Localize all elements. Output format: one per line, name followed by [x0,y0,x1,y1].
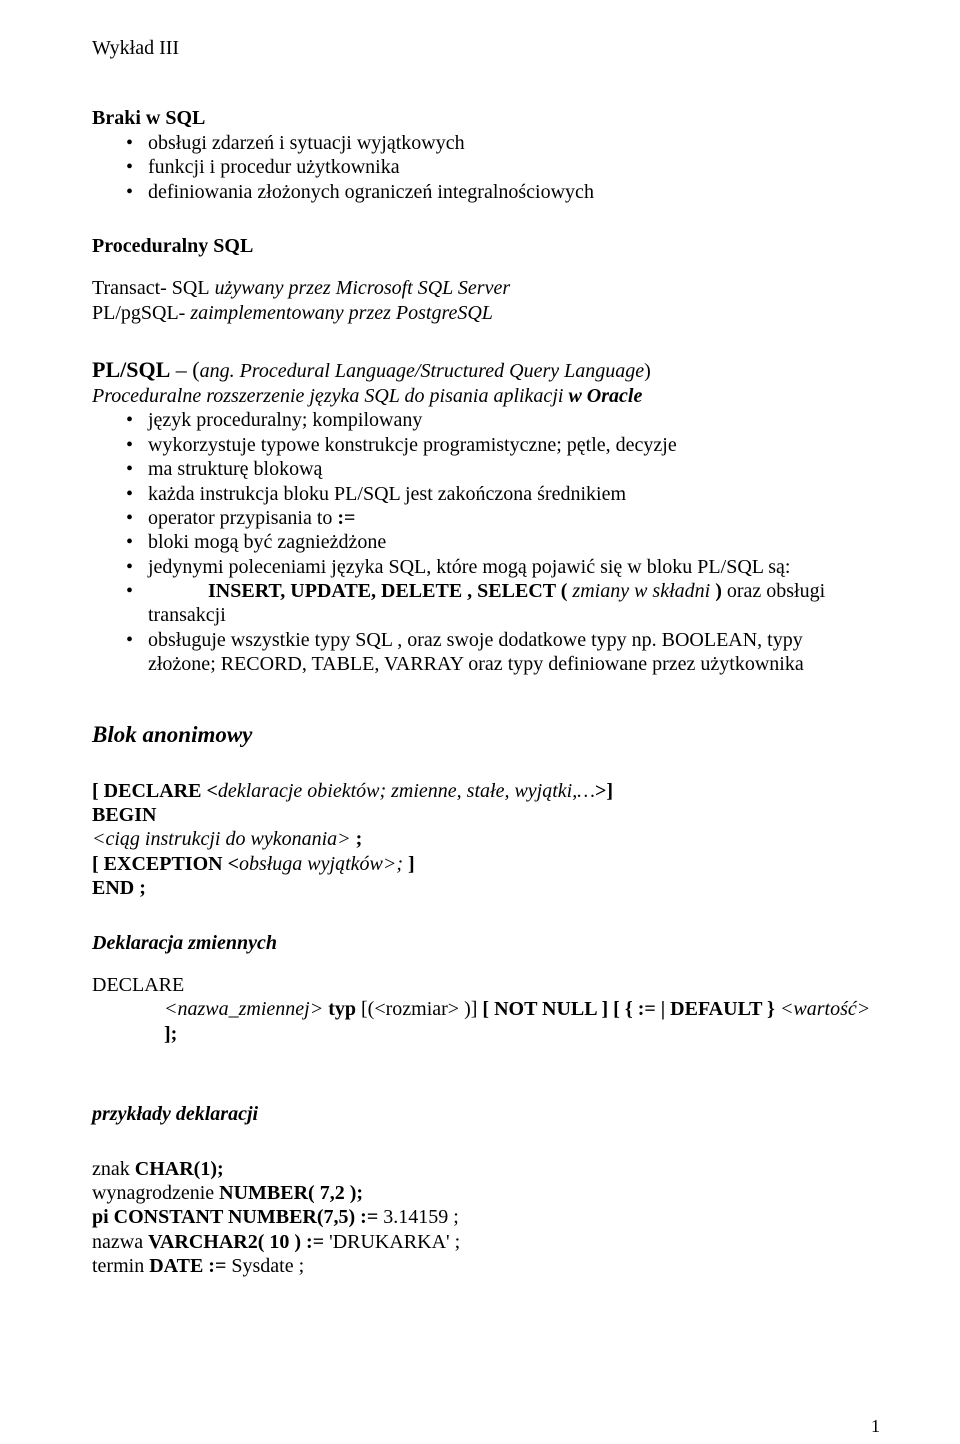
page-number: 1 [871,1416,880,1438]
ex-line-4: nazwa VARCHAR2( 10 ) := 'DRUKARKA' ; [92,1230,872,1254]
feature-item: wykorzystuje typowe konstrukcje programi… [92,433,872,457]
dz-roz: [(<rozmiar> )] [361,998,477,1020]
plsql-bold: PL/SQL [92,357,170,382]
ex-line-5: termin DATE := Sysdate ; [92,1254,872,1278]
feat8i: zmiany w składni [572,580,710,602]
declare-keyword: DECLARE [92,973,872,997]
section-deklaracja-zmiennych: Deklaracja zmiennych [92,931,872,955]
ex2b: NUMBER( 7,2 ); [219,1182,363,1204]
blk-line-4: [ EXCEPTION <obsługa wyjątków>; ] [92,852,872,876]
blk-line-3: <ciąg instrukcji do wykonania> ; [92,827,872,851]
feat5b: := [337,507,355,529]
blk-line-2: BEGIN [92,803,872,827]
ex1a: znak [92,1158,135,1180]
blk3a: <ciąg instrukcji do wykonania> [92,828,351,850]
example-lines: znak CHAR(1); wynagrodzenie NUMBER( 7,2 … [92,1157,872,1279]
ex3b: 3.14159 ; [383,1206,459,1228]
dz-end: ]; [164,1023,177,1045]
tsql-desc: używany przez Microsoft SQL Server [210,277,511,299]
ex2a: wynagrodzenie [92,1182,219,1204]
section-przyklady: przykłady deklaracji [92,1102,872,1126]
feature-item: ma strukturę blokową [92,457,872,481]
feature-item: bloki mogą być zagnieżdżone [92,530,872,554]
plpgsql-desc: zaimplementowany przez PostgreSQL [190,302,493,324]
braki-item: funkcji i procedur użytkownika [92,155,872,179]
blk1c: >] [595,780,613,802]
ex4a: nazwa [92,1231,148,1253]
blk4c: ] [403,853,415,875]
block-syntax: [ DECLARE <deklaracje obiektów; zmienne,… [92,779,872,901]
blk1a: [ DECLARE < [92,780,218,802]
braki-item: obsługi zdarzeń i sytuacji wyjątkowych [92,131,872,155]
ex-line-3: pi CONSTANT NUMBER(7,5) := 3.14159 ; [92,1205,872,1229]
tsql-line-2: PL/pgSQL- zaimplementowany przez Postgre… [92,301,872,325]
plsql-ang: ang. Procedural Language/Structured Quer… [200,360,645,382]
plsql-desc-line: Proceduralne rozszerzenie języka SQL do … [92,384,872,408]
blk-line-1: [ DECLARE <deklaracje obiektów; zmienne,… [92,779,872,803]
blk1b: deklaracje obiektów; zmienne, stałe, wyj… [218,780,595,802]
dz-nn: [ NOT NULL ] [ { := | DEFAULT } [477,998,780,1020]
ex-line-1: znak CHAR(1); [92,1157,872,1181]
tsql-name: Transact- SQL [92,277,210,299]
dz-wart: <wartość> [780,998,870,1020]
braki-list: obsługi zdarzeń i sytuacji wyjątkowych f… [92,131,872,204]
section-braki-title: Braki w SQL [92,106,872,130]
feature-item: obsługuje wszystkie typy SQL , oraz swoj… [92,628,872,677]
ex4b: VARCHAR2( 10 ) := [148,1231,329,1253]
feat8b: INSERT, UPDATE, DELETE , SELECT ( [208,580,572,602]
feature-item: jedynymi poleceniami języka SQL, które m… [92,555,872,579]
plsql-features-list: język proceduralny; kompilowany wykorzys… [92,408,872,676]
feature-item: operator przypisania to := [92,506,872,530]
ex5c: Sysdate ; [231,1255,304,1277]
blk-line-5: END ; [92,876,872,900]
lecture-header: Wykład III [92,36,872,60]
blk4b: obsługa wyjątków>; [239,853,403,875]
plsql-title-line: PL/SQL – (ang. Procedural Language/Struc… [92,357,872,384]
ex5b: DATE := [149,1255,231,1277]
dz-var: <nazwa_zmiennej> [164,998,323,1020]
plsql-desc-a: Proceduralne rozszerzenie języka SQL do … [92,385,568,407]
document-page: Wykład III Braki w SQL obsługi zdarzeń i… [0,0,960,1444]
declare-syntax: <nazwa_zmiennej> typ [(<rozmiar> )] [ NO… [92,997,872,1046]
blk4a: [ EXCEPTION < [92,853,239,875]
tsql-line-1: Transact- SQL używany przez Microsoft SQ… [92,276,872,300]
plsql-dash: – ( [170,357,199,382]
ex4c: 'DRUKARKA' ; [329,1231,460,1253]
plsql-desc-b: w Oracle [568,385,642,407]
plsql-close: ) [644,360,651,382]
feat5a: operator przypisania to [148,507,337,529]
plpgsql-name: PL/pgSQL- [92,302,190,324]
ex1b: CHAR(1); [135,1158,224,1180]
feature-item: język proceduralny; kompilowany [92,408,872,432]
feat8c: ) [710,580,727,602]
feat8pad [148,580,208,602]
braki-item: definiowania złożonych ograniczeń integr… [92,180,872,204]
ex5a: termin [92,1255,149,1277]
ex-line-2: wynagrodzenie NUMBER( 7,2 ); [92,1181,872,1205]
dz-typ: typ [323,998,361,1020]
blk3b: ; [351,828,363,850]
ex3a: pi CONSTANT NUMBER(7,5) := [92,1206,383,1228]
feature-item: każda instrukcja bloku PL/SQL jest zakoń… [92,482,872,506]
section-proceduralny-title: Proceduralny SQL [92,234,872,258]
section-blok-anonimowy: Blok anonimowy [92,721,872,749]
feature-item: INSERT, UPDATE, DELETE , SELECT ( zmiany… [92,579,872,628]
